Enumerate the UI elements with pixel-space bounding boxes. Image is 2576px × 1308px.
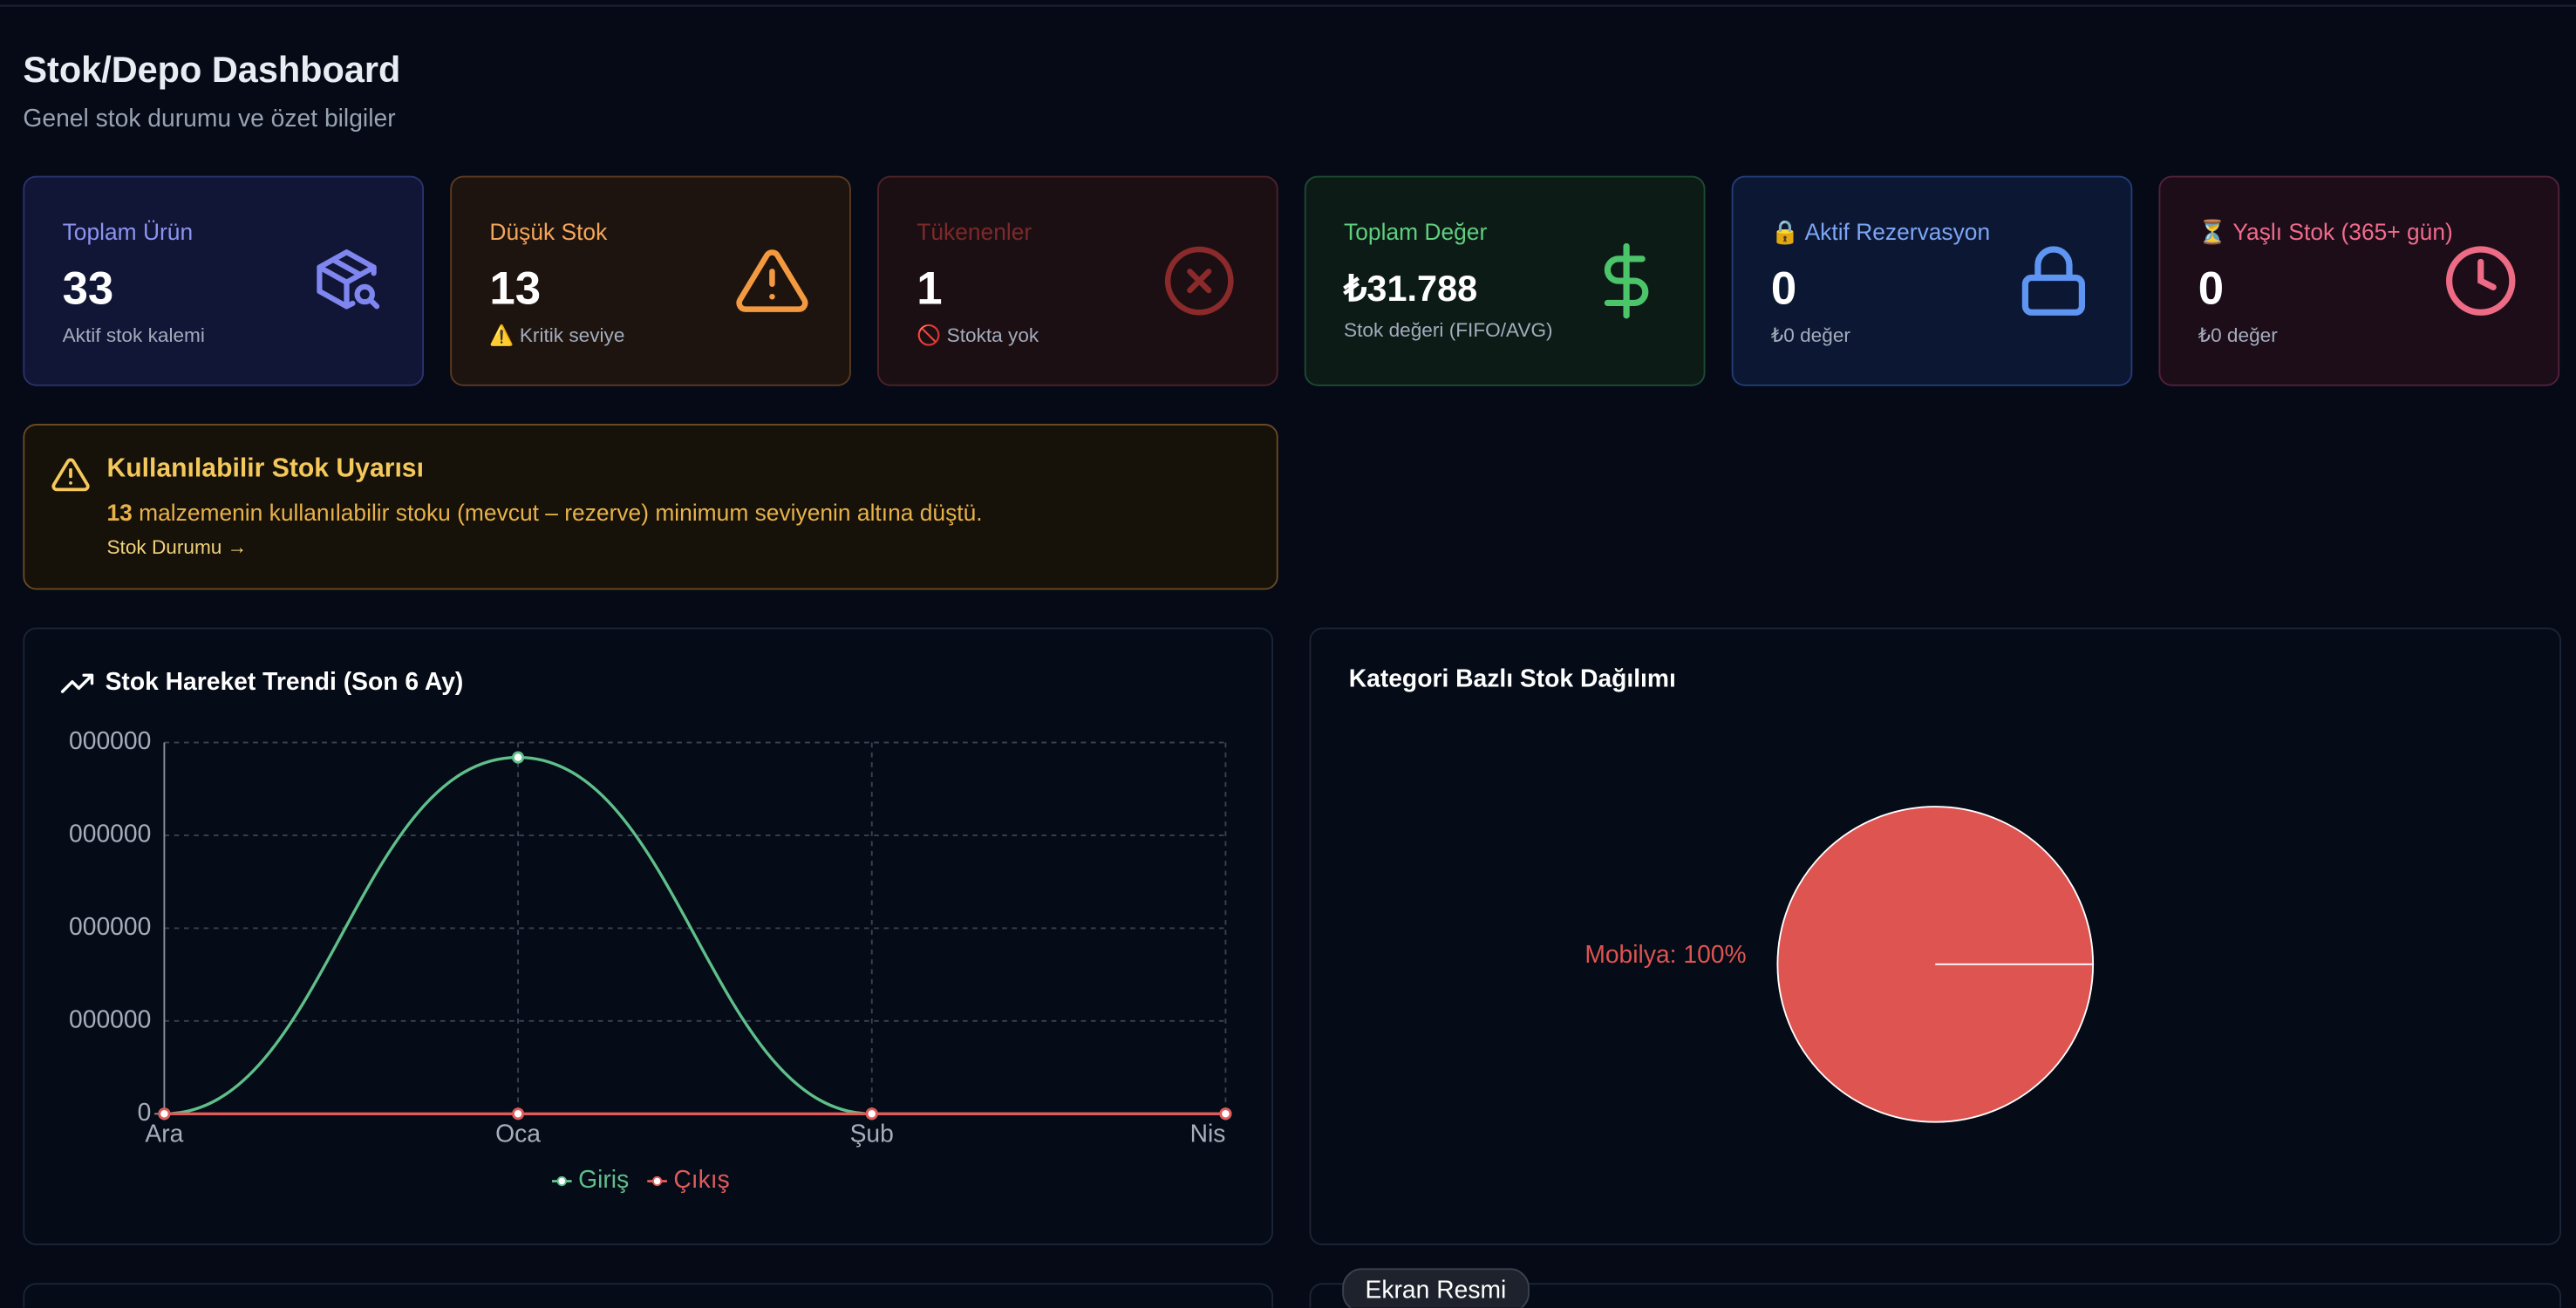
slice-label: Mobilya: 100% bbox=[1584, 940, 1746, 968]
card-note: ₺0 değer bbox=[2198, 324, 2278, 347]
chart-title: Stok Hareket Trendi (Son 6 Ay) bbox=[106, 667, 464, 695]
point bbox=[512, 1107, 525, 1121]
line-panel bbox=[23, 627, 1274, 1246]
alert-text: 13 malzemenin kullanılabilir stoku (mevc… bbox=[106, 500, 982, 526]
y-tick-label: 000000 bbox=[69, 819, 151, 847]
divider bbox=[0, 4, 2576, 7]
card[interactable]: 🔒 Aktif Rezervasyon 0 ₺0 değer bbox=[1731, 175, 2133, 386]
x-tick-label: Nis bbox=[1190, 1119, 1226, 1147]
alert-count: 13 bbox=[106, 499, 133, 526]
alert: Kullanılabilir Stok Uyarısı 13 malzemeni… bbox=[23, 424, 1278, 590]
page-title: Stok/Depo Dashboard bbox=[23, 49, 401, 91]
card-title: ⏳ Yaşlı Stok (365+ gün) bbox=[2198, 218, 2453, 245]
icon bbox=[317, 249, 380, 310]
point bbox=[865, 1107, 878, 1121]
tooltip: Ekran Resmi bbox=[1342, 1268, 1530, 1308]
x-tick-label: Şub bbox=[850, 1119, 894, 1147]
icon bbox=[2446, 246, 2516, 316]
icon bbox=[2021, 246, 2086, 316]
point bbox=[1219, 1107, 1232, 1121]
y-tick-label: 000000 bbox=[69, 726, 151, 754]
icon bbox=[1164, 246, 1234, 316]
card-title: Tükenenler bbox=[917, 218, 1032, 245]
y-tick-label: 0 bbox=[138, 1098, 152, 1126]
alert-link[interactable]: Stok Durumu → bbox=[106, 535, 248, 559]
card-note: Stok değeri (FIFO/AVG) bbox=[1344, 318, 1553, 342]
series-line bbox=[164, 755, 1226, 1116]
card-note: Aktif stok kalemi bbox=[62, 324, 205, 347]
card-note: 🚫 Stokta yok bbox=[917, 324, 1039, 347]
card[interactable]: Toplam Ürün 33 Aktif stok kalemi bbox=[23, 175, 425, 386]
card-note: ⚠️ Kritik seviye bbox=[489, 324, 625, 347]
card[interactable]: Düşük Stok 13 ⚠️ Kritik seviye bbox=[450, 175, 851, 386]
card-title: Düşük Stok bbox=[489, 218, 608, 245]
card-value: 1 bbox=[917, 262, 943, 314]
card-value: 33 bbox=[62, 262, 114, 314]
card[interactable]: Tükenenler 1 🚫 Stokta yok bbox=[877, 175, 1278, 386]
y-tick-label: 000000 bbox=[69, 912, 151, 940]
legend-label: Giriş bbox=[578, 1165, 629, 1193]
card-value: 13 bbox=[489, 262, 542, 314]
alert-title: Kullanılabilir Stok Uyarısı bbox=[106, 454, 424, 483]
card-title: Toplam Değer bbox=[1344, 218, 1488, 245]
card-value: 0 bbox=[2198, 262, 2225, 314]
point bbox=[158, 1107, 171, 1121]
card-title: 🔒 Aktif Rezervasyon bbox=[1770, 218, 1991, 245]
card-note: ₺0 değer bbox=[1770, 324, 1850, 347]
panel bbox=[23, 1283, 1274, 1308]
icon bbox=[1604, 242, 1649, 319]
icon bbox=[736, 249, 808, 312]
card[interactable]: ⏳ Yaşlı Stok (365+ gün) 0 ₺0 değer bbox=[2158, 175, 2560, 386]
page-subtitle: Genel stok durumu ve özet bilgiler bbox=[23, 105, 396, 133]
legend-swatch bbox=[651, 1175, 663, 1187]
alert-message: malzemenin kullanılabilir stoku (mevcut … bbox=[139, 499, 983, 526]
legend-swatch bbox=[556, 1175, 567, 1187]
legend-label: Çıkış bbox=[673, 1165, 729, 1193]
alert-icon bbox=[51, 458, 90, 492]
card[interactable]: Toplam Değer ₺31.788 Stok değeri (FIFO/A… bbox=[1304, 175, 1706, 386]
card-title: Toplam Ürün bbox=[62, 218, 194, 245]
x-tick-label: Oca bbox=[495, 1119, 541, 1147]
point bbox=[512, 751, 525, 764]
trend-icon bbox=[60, 673, 94, 693]
card-value: 0 bbox=[1770, 262, 1797, 314]
card-value: ₺31.788 bbox=[1344, 268, 1478, 310]
chart-title: Kategori Bazlı Stok Dağılımı bbox=[1349, 664, 1676, 691]
x-tick-label: Ara bbox=[145, 1119, 183, 1147]
y-tick-label: 000000 bbox=[69, 1005, 151, 1032]
